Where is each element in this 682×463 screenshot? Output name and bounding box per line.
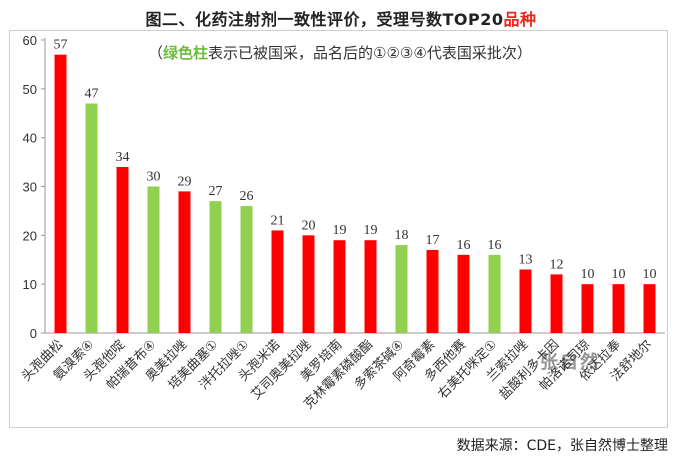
bar-9 [302, 235, 315, 333]
bar-8 [271, 230, 284, 333]
chart-title: 图二、化药注射剂一致性评价，受理号数TOP20品种 [0, 6, 682, 30]
bar-16 [519, 269, 532, 333]
bar-4 [147, 186, 160, 333]
watermark: 张自然 [540, 352, 600, 373]
y-tick-label: 20 [23, 228, 37, 243]
data-label-19: 10 [612, 267, 626, 282]
title-accent: 品种 [503, 10, 537, 29]
note-green-label: 绿色柱 [163, 44, 209, 62]
data-label-13: 17 [426, 233, 440, 248]
data-label-20: 10 [643, 267, 657, 282]
data-label-12: 18 [395, 228, 409, 243]
data-source: 数据来源：CDE，张自然博士整理 [456, 438, 668, 454]
note-open-paren: （ [148, 44, 164, 62]
data-label-17: 12 [550, 257, 564, 272]
y-tick-label: 60 [23, 33, 37, 48]
y-tick-label: 30 [23, 180, 37, 195]
bar-13 [426, 249, 439, 333]
bar-17 [550, 274, 563, 333]
bar-18 [581, 284, 594, 333]
data-label-16: 13 [519, 253, 533, 268]
bar-19 [612, 284, 625, 333]
data-label-7: 26 [240, 189, 254, 204]
data-label-11: 19 [364, 223, 378, 238]
data-label-1: 57 [54, 38, 68, 53]
bar-20 [643, 284, 656, 333]
y-tick-label: 10 [23, 277, 37, 292]
y-tick-label: 50 [23, 82, 37, 97]
data-label-8: 21 [271, 213, 285, 228]
data-label-10: 19 [333, 223, 347, 238]
data-label-15: 16 [488, 238, 502, 253]
bar-11 [364, 240, 377, 333]
bar-14 [457, 254, 470, 333]
bar-15 [488, 254, 501, 333]
title-main: 图二、化药注射剂一致性评价，受理号数TOP20 [145, 10, 504, 29]
y-tick-label: 0 [30, 326, 37, 341]
bar-5 [178, 191, 191, 333]
y-tick-label: 40 [23, 131, 37, 146]
data-label-9: 20 [302, 218, 316, 233]
bar-3 [116, 166, 129, 333]
data-label-2: 47 [85, 86, 99, 101]
data-label-18: 10 [581, 267, 595, 282]
bar-2 [85, 103, 98, 333]
data-label-4: 30 [147, 170, 161, 185]
bar-7 [240, 206, 253, 333]
bar-1 [54, 54, 67, 334]
data-label-14: 16 [457, 238, 471, 253]
data-label-6: 27 [209, 184, 223, 199]
note-text: 表示已被国采，品名后的①②③④代表国采批次） [208, 44, 532, 62]
data-label-5: 29 [178, 174, 192, 189]
chart-note: （绿色柱表示已被国采，品名后的①②③④代表国采批次） [148, 42, 532, 63]
bar-12 [395, 245, 408, 333]
bar-6 [209, 201, 222, 333]
chart-frame [9, 30, 668, 428]
bar-10 [333, 240, 346, 333]
data-label-3: 34 [116, 150, 130, 165]
